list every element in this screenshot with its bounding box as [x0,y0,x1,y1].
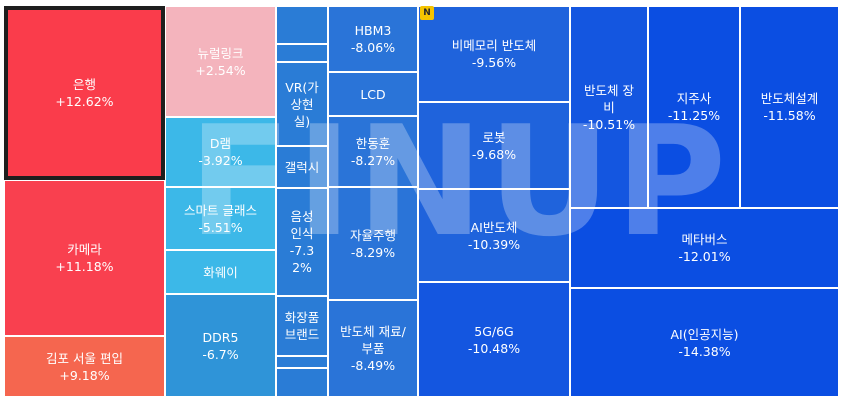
tile-lcd[interactable]: LCD [328,72,418,116]
tile-ai[interactable]: AI(인공지능) -14.38% [570,288,839,397]
tile-name: 5G/6G [474,323,514,339]
tile-name: 자율주행 [349,227,396,243]
tile-name: DDR5 [202,329,239,345]
tile-bank[interactable]: 은행 +12.62% [4,6,165,180]
tile-name: 반도체 장비 [584,82,634,115]
tile-name: 반도체설계 [760,91,819,106]
tile-huawei[interactable]: 화웨이 [165,250,276,294]
tile-name: 화웨이 [203,264,238,280]
tile-name: 스마트 글래스 [184,202,257,218]
tile-unlabeled[interactable] [276,356,328,368]
tile-change: -7.32% [289,243,315,275]
tile-change: -11.25% [667,108,721,123]
tile-change: -3.92% [198,153,243,168]
tile-change: -8.06% [350,40,396,55]
tile-name: D램 [209,136,232,151]
tile-name: 반도체 재료/부품 [340,324,406,356]
tile-vr[interactable]: VR(가상현실) [276,62,328,146]
tile-camera[interactable]: 카메라 +11.18% [4,180,165,336]
tile-cosmetics-brand[interactable]: 화장품 브랜드 [276,296,328,356]
tile-name: 갤럭시 [284,159,320,175]
tile-change: -10.48% [467,340,521,356]
tile-change: +2.54% [195,62,246,78]
tile-name: AI(인공지능) [670,326,739,342]
tile-dram[interactable]: D램 -3.92% [165,117,276,187]
tile-change: -8.29% [350,244,396,260]
tile-name: 비메모리 반도체 [451,38,537,53]
tile-name: 메타버스 [681,232,728,247]
tile-holding-company[interactable]: 지주사 -11.25% [648,6,740,208]
tile-smart-glass[interactable]: 스마트 글래스 -5.51% [165,187,276,250]
tile-metaverse[interactable]: 메타버스 -12.01% [570,208,839,288]
tile-voice-recognition[interactable]: 음성인식 -7.32% [276,188,328,296]
tile-nonmemory-semiconductor[interactable]: 비메모리 반도체 -9.56% [418,6,570,102]
tile-semiconductor-design[interactable]: 반도체설계 -11.58% [740,6,839,208]
tile-name: 은행 [72,77,96,92]
tile-han-donghoon[interactable]: 한동훈 -8.27% [328,116,418,187]
tile-name: LCD [360,86,386,102]
tile-name: 한동훈 [355,135,391,151]
tile-ddr5[interactable]: DDR5 -6.7% [165,294,276,397]
tile-name: 뉴럴링크 [197,45,244,61]
tile-gimpo-seoul[interactable]: 김포 서울 편입 +9.18% [4,336,165,397]
tile-unlabeled[interactable] [276,368,328,397]
tile-unlabeled[interactable] [276,6,328,44]
tile-robot[interactable]: 로봇 -9.68% [418,102,570,189]
tile-name: HBM3 [354,23,392,38]
tile-change: -9.56% [471,55,517,70]
tile-change: -10.51% [582,116,636,132]
tile-change: -11.58% [763,108,816,123]
tile-change: -8.27% [350,152,396,168]
tile-change: -5.51% [198,219,243,235]
tile-unlabeled[interactable] [276,44,328,62]
tile-name: 지주사 [676,91,712,106]
tile-ai-semiconductor[interactable]: AI반도체 -10.39% [418,189,570,282]
tile-autonomous-driving[interactable]: 자율주행 -8.29% [328,187,418,300]
tile-5g-6g[interactable]: 5G/6G -10.48% [418,282,570,397]
new-badge-icon: N [420,6,434,20]
tile-galaxy[interactable]: 갤럭시 [276,146,328,188]
tile-hbm3[interactable]: HBM3 -8.06% [328,6,418,72]
tile-name: 화장품 브랜드 [284,310,320,342]
tile-name: 로봇 [482,129,506,145]
tile-semiconductor-materials[interactable]: 반도체 재료/부품 -8.49% [328,300,418,397]
tile-name: AI반도체 [470,219,518,235]
tile-change: +12.62% [55,94,114,109]
tile-change: -14.38% [678,343,731,359]
tile-name: 김포 서울 편입 [46,350,123,366]
tile-change: -9.68% [471,146,517,162]
tile-change: +11.18% [55,259,114,274]
tile-change: -6.7% [202,346,239,362]
tile-change: -12.01% [678,249,731,264]
tile-change: -8.49% [350,358,396,373]
tile-neuralink[interactable]: 뉴럴링크 +2.54% [165,6,276,117]
tile-change: +9.18% [59,367,110,383]
tile-change: -10.39% [467,236,521,252]
tile-semiconductor-equipment[interactable]: 반도체 장비 -10.51% [570,6,648,208]
tile-name: 카메라 [67,242,102,257]
tile-name: VR(가상현실) [285,79,319,129]
tile-name: 음성인식 [290,209,314,241]
